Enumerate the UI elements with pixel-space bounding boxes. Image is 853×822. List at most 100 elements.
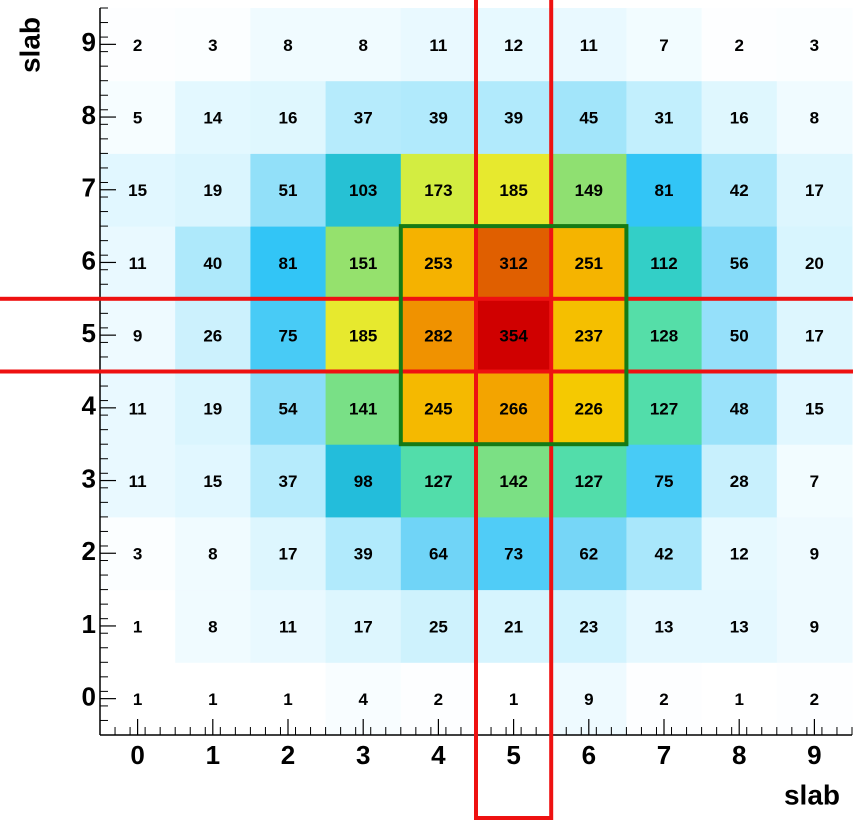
y-tick-label: 7	[82, 173, 96, 203]
cell	[626, 371, 703, 445]
cell	[476, 444, 552, 518]
cell	[701, 153, 778, 227]
cell	[325, 226, 402, 300]
cell	[626, 516, 703, 591]
column-highlight	[474, 0, 554, 820]
cell-label: 56	[730, 254, 749, 273]
cell-label: 75	[279, 327, 298, 346]
cell	[325, 516, 402, 591]
cell	[250, 153, 327, 227]
cell	[701, 298, 778, 372]
cell-label: 25	[429, 617, 448, 636]
cell	[776, 8, 853, 82]
cell-label: 12	[730, 545, 749, 564]
cell	[175, 80, 251, 154]
cell-label: 14	[203, 109, 222, 128]
cell-label: 16	[730, 109, 749, 128]
cell	[250, 589, 327, 663]
cell-label: 13	[655, 617, 674, 636]
y-tick-label: 8	[82, 100, 96, 130]
y-tick-label: 0	[82, 682, 96, 712]
x-axis-title: slab	[784, 779, 840, 810]
cell	[626, 444, 703, 518]
cell	[325, 589, 402, 663]
cell-label: 2	[810, 690, 819, 709]
cell-label: 266	[499, 399, 527, 418]
cell-label: 11	[580, 36, 598, 55]
cell-label: 354	[499, 327, 528, 346]
cell-label: 39	[354, 545, 373, 564]
cell-label: 11	[129, 254, 147, 273]
cell-label: 50	[730, 327, 749, 346]
cell	[400, 153, 477, 227]
cell-label: 141	[349, 399, 377, 418]
cell	[626, 8, 703, 82]
y-axis-title: slab	[14, 17, 45, 73]
cell	[551, 298, 627, 372]
cell-label: 3	[133, 545, 142, 564]
cell-label: 8	[810, 109, 819, 128]
cell	[250, 80, 327, 154]
cell-label: 9	[584, 690, 593, 709]
cell-label: 1	[208, 690, 217, 709]
x-tick-label: 9	[807, 740, 821, 770]
cell-label: 17	[279, 545, 298, 564]
cell	[476, 153, 552, 227]
cell-label: 151	[349, 254, 377, 273]
cell-label: 7	[659, 36, 668, 55]
cell-label: 1	[283, 690, 292, 709]
cell-label: 8	[208, 545, 217, 564]
cell	[175, 8, 251, 82]
cell-label: 1	[509, 690, 518, 709]
cell	[776, 589, 853, 663]
cell-label: 312	[499, 254, 527, 273]
cell	[400, 516, 477, 591]
cell	[776, 298, 853, 372]
cell-label: 185	[499, 181, 527, 200]
x-tick-label: 8	[732, 740, 746, 770]
cell-label: 62	[579, 545, 598, 564]
cell	[250, 371, 327, 445]
cell-label: 142	[499, 472, 527, 491]
cell-label: 39	[504, 109, 523, 128]
cell	[400, 80, 477, 154]
cell	[250, 226, 327, 300]
cell	[476, 226, 552, 300]
cell	[701, 80, 778, 154]
cell-label: 11	[129, 399, 147, 418]
cell-label: 11	[129, 472, 147, 491]
cell-label: 81	[655, 181, 674, 200]
cell-label: 12	[504, 36, 523, 55]
cell	[325, 80, 402, 154]
cell	[250, 516, 327, 591]
cell-label: 7	[810, 472, 819, 491]
y-tick-label: 5	[82, 318, 96, 348]
cell-label: 26	[203, 327, 222, 346]
cell-label: 251	[575, 254, 603, 273]
cell	[476, 80, 552, 154]
cell-label: 112	[650, 254, 677, 273]
cell	[701, 371, 778, 445]
cell	[325, 153, 402, 227]
cell-label: 81	[279, 254, 298, 273]
cell-label: 9	[810, 617, 819, 636]
cell-label: 128	[650, 327, 678, 346]
cell-label: 2	[659, 690, 668, 709]
cell-label: 15	[805, 399, 824, 418]
cell-label: 39	[429, 109, 448, 128]
x-tick-label: 7	[657, 740, 671, 770]
cell-label: 245	[424, 399, 452, 418]
cell-label: 3	[810, 36, 819, 55]
cell	[175, 589, 251, 663]
cell	[551, 226, 627, 300]
cell	[626, 298, 703, 372]
cell	[626, 80, 703, 154]
cell-label: 237	[575, 327, 603, 346]
cell-label: 73	[504, 545, 523, 564]
cell	[400, 8, 477, 82]
x-tick-label: 2	[281, 740, 295, 770]
cell	[626, 589, 703, 663]
cell-label: 28	[730, 472, 749, 491]
cell-label: 42	[655, 545, 674, 564]
y-tick-label: 4	[82, 391, 97, 421]
